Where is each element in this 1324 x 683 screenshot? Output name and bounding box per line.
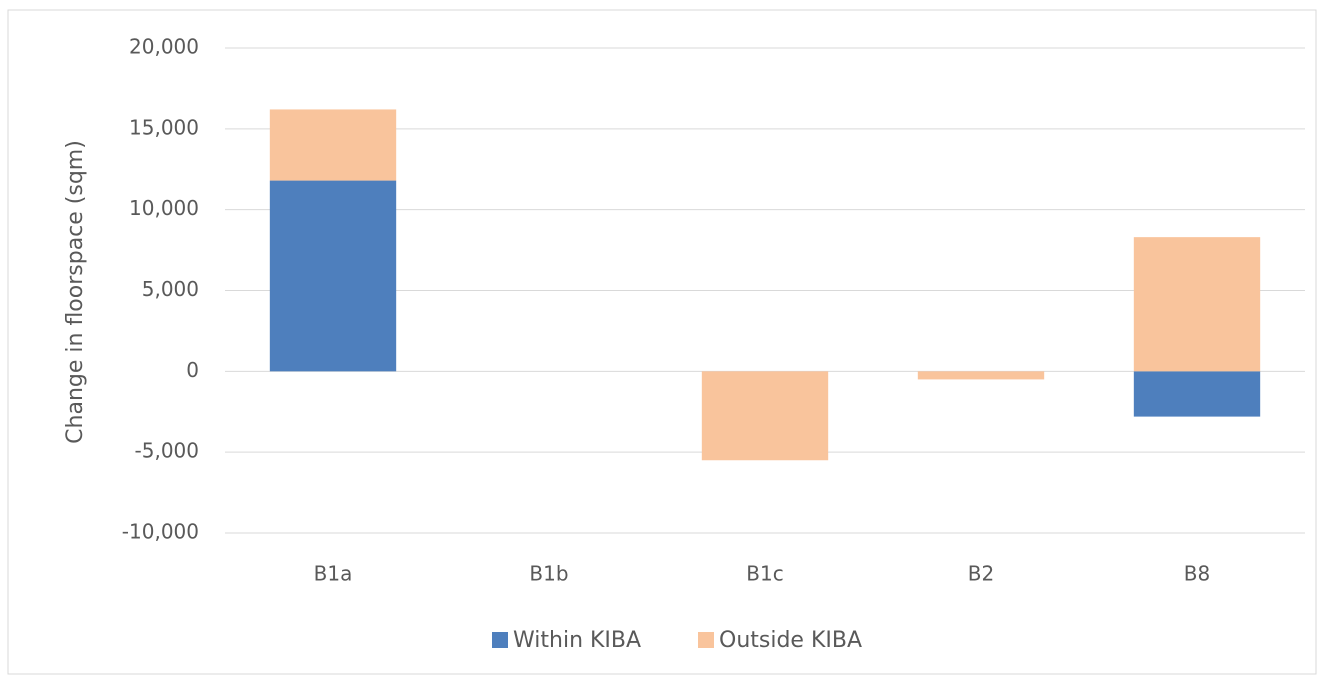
y-tick-label: -10,000 xyxy=(122,520,199,544)
y-tick-label: -5,000 xyxy=(135,439,199,463)
legend-label: Within KIBA xyxy=(513,628,641,653)
bar-segment xyxy=(1133,371,1261,417)
bar-segment xyxy=(917,371,1045,380)
y-axis-label: Change in floorspace (sqm) xyxy=(63,140,88,444)
x-tick-label: B1b xyxy=(529,562,568,586)
legend-swatch xyxy=(698,632,714,648)
y-tick-label: 15,000 xyxy=(129,115,199,139)
x-tick-label: B1c xyxy=(746,562,783,586)
bar-segment xyxy=(701,371,829,461)
y-tick-label: 0 xyxy=(186,358,199,382)
bar-segment xyxy=(269,109,397,181)
y-tick-label: 5,000 xyxy=(142,277,199,301)
chart-border xyxy=(7,9,1317,675)
y-tick-label: 10,000 xyxy=(129,196,199,220)
x-tick-label: B8 xyxy=(1184,562,1210,586)
y-tick-label: 20,000 xyxy=(129,35,199,59)
legend-label: Outside KIBA xyxy=(719,628,862,653)
x-tick-label: B1a xyxy=(314,562,353,586)
legend-swatch xyxy=(492,632,508,648)
x-tick-label: B2 xyxy=(968,562,994,586)
bar-segment xyxy=(269,180,397,372)
bar-segment xyxy=(1133,237,1261,372)
